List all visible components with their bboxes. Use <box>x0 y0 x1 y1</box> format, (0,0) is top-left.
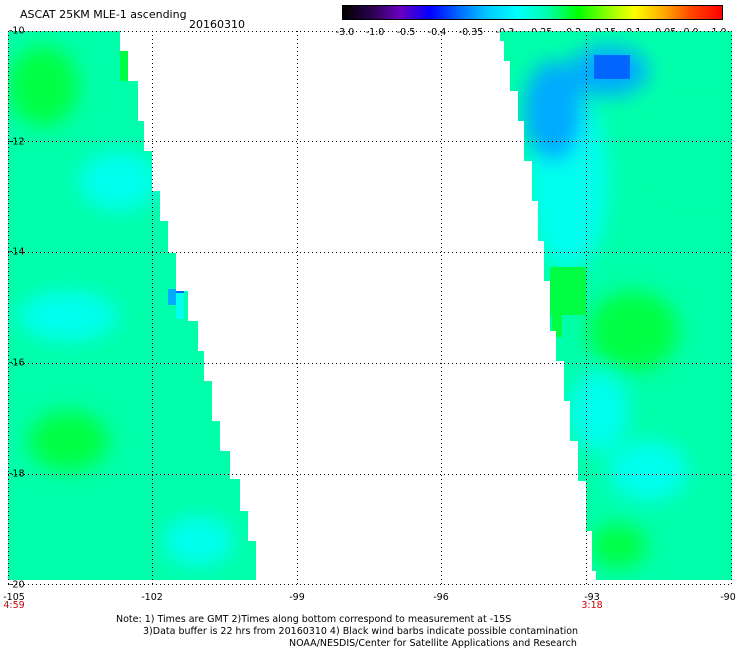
swath-patch <box>28 411 108 471</box>
swath-patch <box>568 371 628 451</box>
swath-pixel <box>168 289 176 305</box>
swath-pixel <box>552 315 562 337</box>
swath-patch <box>590 524 646 568</box>
lat-label: -10 <box>9 25 25 37</box>
pass-time-label: 4:59 <box>3 600 25 611</box>
swath-pixel <box>176 293 184 319</box>
swath-patch <box>608 441 688 501</box>
colorbar-label: -0.35 <box>458 27 484 38</box>
lon-label: -99 <box>289 592 305 603</box>
swath-patch <box>18 291 118 341</box>
note-line: 3)Data buffer is 22 hrs from 20160310 4)… <box>143 626 579 637</box>
lat-label: -12 <box>9 136 25 148</box>
colorbar-label: -3.0 <box>335 27 355 38</box>
graticule <box>8 31 732 585</box>
colorbar-label: -0.4 <box>427 27 447 38</box>
swath-patch <box>8 46 78 126</box>
swath-patch <box>163 516 233 566</box>
lon-label: -102 <box>141 592 163 603</box>
swath-patch <box>523 61 583 161</box>
swath-pixel <box>594 55 630 79</box>
lat-label: -18 <box>9 468 25 480</box>
lon-label: -90 <box>720 592 736 603</box>
swath-pixel <box>550 267 586 315</box>
swath-patch <box>588 291 678 371</box>
pass-time-label: 3:18 <box>581 600 603 611</box>
lat-label: -14 <box>9 246 25 258</box>
swath-patch <box>664 111 732 191</box>
product-title: ASCAT 25KM MLE-1 ascending <box>20 8 187 21</box>
product-date: 20160310 <box>189 18 245 31</box>
swath-map <box>8 31 732 585</box>
colorbar-label: -0.5 <box>396 27 416 38</box>
lat-label: -16 <box>9 357 25 369</box>
colorbar-label: -1.0 <box>365 27 385 38</box>
lat-label: -20 <box>9 579 25 591</box>
note-line: Note: 1) Times are GMT 2)Times along bot… <box>116 614 512 625</box>
credit-line: NOAA/NESDIS/Center for Satellite Applica… <box>289 638 577 649</box>
swath-patch <box>78 151 158 211</box>
lon-label: -96 <box>433 592 449 603</box>
swath-pixel <box>120 51 128 81</box>
lon-label: -105 <box>3 592 25 603</box>
color-scale-bar <box>342 5 723 20</box>
swath-pixel <box>176 281 184 293</box>
lon-label: -93 <box>584 592 600 603</box>
